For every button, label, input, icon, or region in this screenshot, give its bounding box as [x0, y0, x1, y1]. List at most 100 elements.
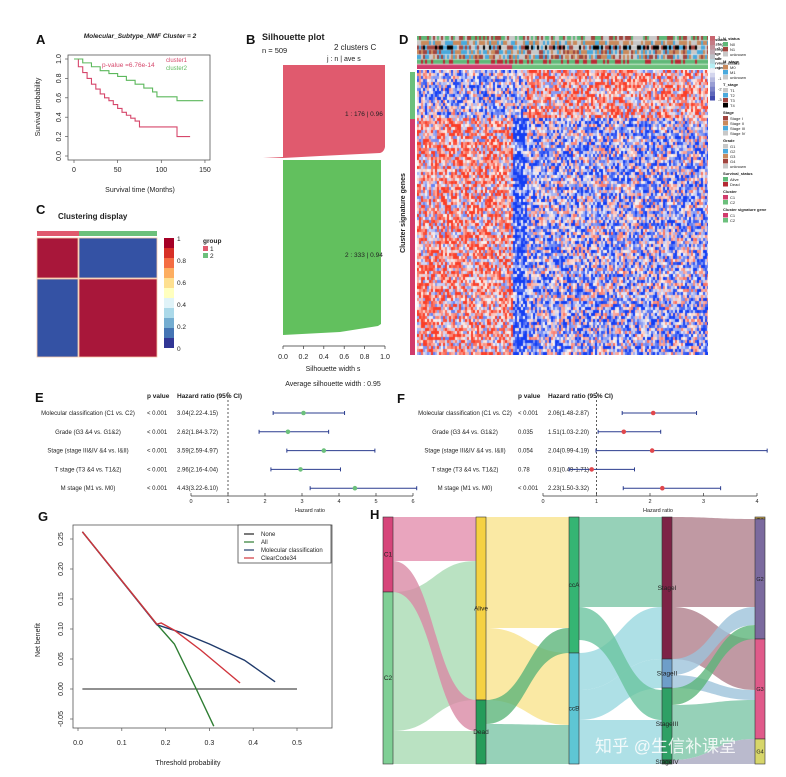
legend-item-label: Stage IV	[730, 131, 746, 136]
sankey-node-label: StageI	[658, 585, 677, 592]
forest-row-label: M stage (M1 vs. M0)	[438, 486, 493, 492]
x-tick-label: 5	[374, 499, 377, 505]
expression-scale-segment	[710, 45, 715, 50]
signature-gene-heatmap	[417, 70, 708, 355]
heatmap-annotation-bars	[417, 36, 708, 69]
forest-x-label: Hazard ratio	[643, 508, 673, 514]
group-legend-label: 2	[210, 253, 214, 260]
x-tick-label: 0.6	[339, 354, 349, 361]
legend-item-label: C1	[730, 195, 736, 200]
x-tick-label: 3	[702, 499, 705, 505]
annotation-row-label: Grade	[710, 56, 722, 61]
sankey-node-label: StageII	[657, 671, 678, 678]
km-curve-cluster2	[74, 58, 204, 102]
legend-item-label: unknown	[730, 75, 746, 80]
consensus-block	[36, 278, 79, 358]
legend-cluster2: cluster2	[166, 66, 188, 72]
y-tick-label: 0.2	[56, 132, 63, 142]
y-tick-label: -0.05	[58, 711, 65, 727]
hazard-ratio-point	[621, 429, 627, 435]
consensus-block	[78, 237, 158, 279]
km-plot-frame	[67, 54, 211, 161]
colorbar-segment	[164, 298, 174, 308]
group-legend-swatch	[203, 246, 208, 251]
legend-item-label: G2	[730, 149, 736, 154]
expression-scale-segment	[710, 49, 715, 55]
dca-legend	[237, 524, 332, 564]
annotation-row-label: T_stage	[710, 46, 726, 51]
x-tick-label: 1	[595, 499, 598, 505]
x-tick-label: 4	[337, 499, 340, 505]
x-tick-label: 2	[648, 499, 651, 505]
sankey-node-C2	[382, 591, 394, 765]
hazard-ratio-point	[660, 485, 665, 491]
km-curve-cluster1	[74, 58, 191, 138]
forest-row-label: M stage (M1 vs. M0)	[61, 486, 116, 492]
legend-swatch	[723, 195, 728, 200]
y-tick-label: 0.10	[58, 622, 65, 636]
x-tick-label: 0.0	[278, 354, 288, 361]
y-tick-label: 0.6	[56, 93, 63, 103]
legend-item-label: T4	[730, 103, 735, 108]
sankey-flow	[672, 700, 755, 760]
legend-item-label: unknown	[730, 164, 746, 169]
expression-scale-segment	[710, 91, 715, 96]
panel-label-E: E	[35, 390, 44, 405]
forest-row-label: Molecular classification (C1 vs. C2)	[418, 411, 512, 417]
legend-item-label: G3	[730, 154, 736, 159]
legend-title-Stage: Stage	[723, 110, 735, 115]
sankey-flow	[579, 659, 662, 720]
x-tick-label: 0.2	[161, 740, 171, 747]
sankey-node-label: G2	[756, 577, 763, 583]
sankey-flow	[579, 517, 662, 607]
legend-label-all: All	[261, 540, 268, 546]
sankey-flow	[672, 607, 755, 675]
forest-row-hr-text: 2.96(2.16-4.04)	[177, 467, 218, 473]
y-tick-label: 0.8	[56, 73, 63, 83]
forest-row-hr-text: 2.23(1.50-3.32)	[548, 486, 589, 492]
sankey-node-label: Alive	[474, 606, 488, 613]
dca-plot-frame	[72, 524, 333, 729]
legend-item-label: N0	[730, 42, 736, 47]
dca-curve-all	[81, 531, 215, 727]
colorbar-segment	[164, 248, 174, 258]
legend-swatch	[723, 144, 728, 149]
sankey-flow	[672, 625, 755, 705]
legend-swatch	[723, 116, 728, 121]
group-legend-label: 1	[210, 246, 214, 253]
expression-scale-segment	[710, 63, 715, 69]
sankey-node-label: C1	[384, 552, 393, 559]
dca-curve-clearcode34	[81, 531, 241, 684]
legend-label-none: None	[261, 532, 276, 538]
x-tick-label: 0	[541, 499, 544, 505]
hazard-ratio-point	[321, 448, 327, 453]
group-legend-title: group	[203, 238, 221, 245]
legend-item-label: T2	[730, 93, 735, 98]
sankey-node-label: Dead	[473, 729, 489, 736]
legend-swatch	[723, 88, 728, 93]
expression-scale-segment	[710, 68, 715, 73]
silhouette-average: Average silhouette width : 0.95	[285, 381, 381, 388]
forest-row-p-value: < 0.001	[147, 467, 168, 473]
legend-item-label: T3	[730, 98, 735, 103]
dca-y-label: Net benefit	[35, 623, 42, 657]
legend-swatch	[723, 131, 728, 136]
legend-title-Survival_status: Survival_status	[723, 171, 753, 176]
legend-swatch	[723, 75, 728, 80]
legend-item-label: Alive	[730, 177, 739, 182]
colorbar-segment	[164, 288, 174, 298]
x-tick-label: 1.0	[380, 354, 390, 361]
hazard-ratio-point	[285, 429, 291, 435]
forest-row-label: T stage (T3 &4 vs. T1&2)	[55, 467, 122, 473]
forest-row-hr-text: 2.06(1.48-2.87)	[548, 411, 589, 417]
sankey-flow	[393, 731, 476, 764]
expression-scale-segment	[710, 54, 715, 60]
x-tick-label: 0	[72, 167, 76, 174]
legend-item-label: Dead	[730, 182, 740, 187]
silhouette-header-2: j : n | ave s	[326, 56, 361, 63]
legend-cluster1: cluster1	[166, 58, 188, 64]
legend-swatch	[723, 182, 728, 187]
forest-row-hr-text: 1.51(1.03-2.20)	[548, 430, 589, 436]
